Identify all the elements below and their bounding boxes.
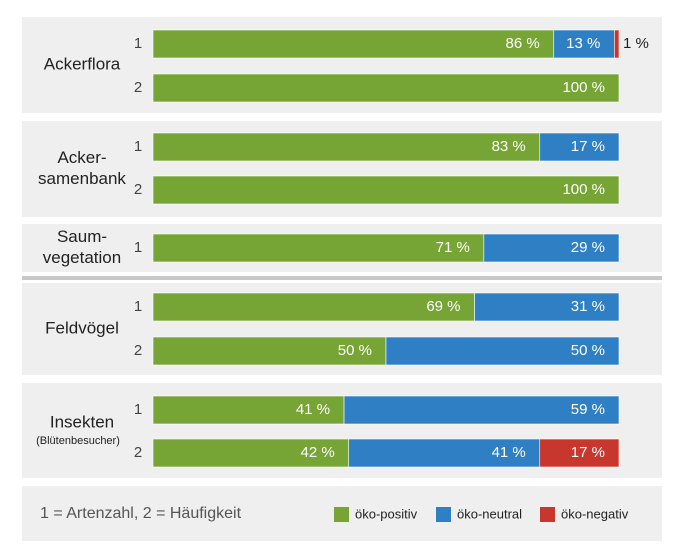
value-label: 50 % (338, 342, 372, 359)
bar-segment (614, 29, 620, 59)
legend-swatch (436, 507, 451, 522)
value-label: 100 % (562, 181, 605, 198)
group-label: vegetation (43, 248, 121, 267)
group-label: samenbank (38, 169, 126, 188)
bar-segment (553, 29, 615, 59)
row-label: 1 (134, 138, 142, 155)
row-label: 2 (134, 79, 142, 96)
bar-segment (385, 336, 620, 366)
value-label: 41 % (296, 401, 330, 418)
group-label: Acker- (57, 148, 106, 167)
note: 1 = Artenzahl, 2 = Häufigkeit (40, 505, 242, 522)
bar-segment (152, 233, 485, 263)
value-label: 41 % (492, 444, 526, 461)
row-label: 1 (134, 401, 142, 418)
value-label: 71 % (436, 239, 470, 256)
value-label: 100 % (562, 79, 605, 96)
bar-segment (152, 175, 620, 205)
value-label: 59 % (571, 401, 605, 418)
legend-label: öko-negativ (561, 506, 629, 521)
group-sublabel: (Blütenbesucher) (36, 435, 120, 447)
bar-segment (474, 292, 620, 322)
bar-segment (152, 73, 620, 103)
value-label: 83 % (492, 138, 526, 155)
value-label: 31 % (571, 298, 605, 315)
bar-segment (152, 438, 350, 468)
row-label: 1 (134, 35, 142, 52)
value-label: 17 % (571, 444, 605, 461)
bar-segment (152, 395, 345, 425)
legend-swatch (334, 507, 349, 522)
value-label: 29 % (571, 239, 605, 256)
value-label: 69 % (426, 298, 460, 315)
value-label: 13 % (566, 35, 600, 52)
value-label: 42 % (301, 444, 335, 461)
group-label: Insekten (50, 413, 114, 432)
value-label: 50 % (571, 342, 605, 359)
row-label: 2 (134, 342, 142, 359)
value-label: 1 % (623, 35, 649, 52)
group-label: Ackerflora (44, 54, 121, 73)
bar-segment (152, 132, 541, 162)
row-label: 1 (134, 298, 142, 315)
group-label: Saum- (57, 227, 107, 246)
bar-segment (343, 395, 620, 425)
legend-swatch (540, 507, 555, 522)
bar-segment (539, 132, 620, 162)
bar-segment (152, 292, 475, 322)
value-label: 17 % (571, 138, 605, 155)
value-label: 86 % (506, 35, 540, 52)
bar-segment (348, 438, 541, 468)
group-label: Feldvögel (45, 318, 119, 337)
separator (22, 276, 662, 280)
bar-segment (152, 336, 387, 366)
row-label: 2 (134, 444, 142, 461)
bar-segment (483, 233, 620, 263)
bar-segment (152, 29, 555, 59)
row-label: 2 (134, 181, 142, 198)
legend-label: öko-positiv (355, 506, 418, 521)
row-label: 1 (134, 239, 142, 256)
legend-label: öko-neutral (457, 506, 522, 521)
bar-segment (539, 438, 620, 468)
